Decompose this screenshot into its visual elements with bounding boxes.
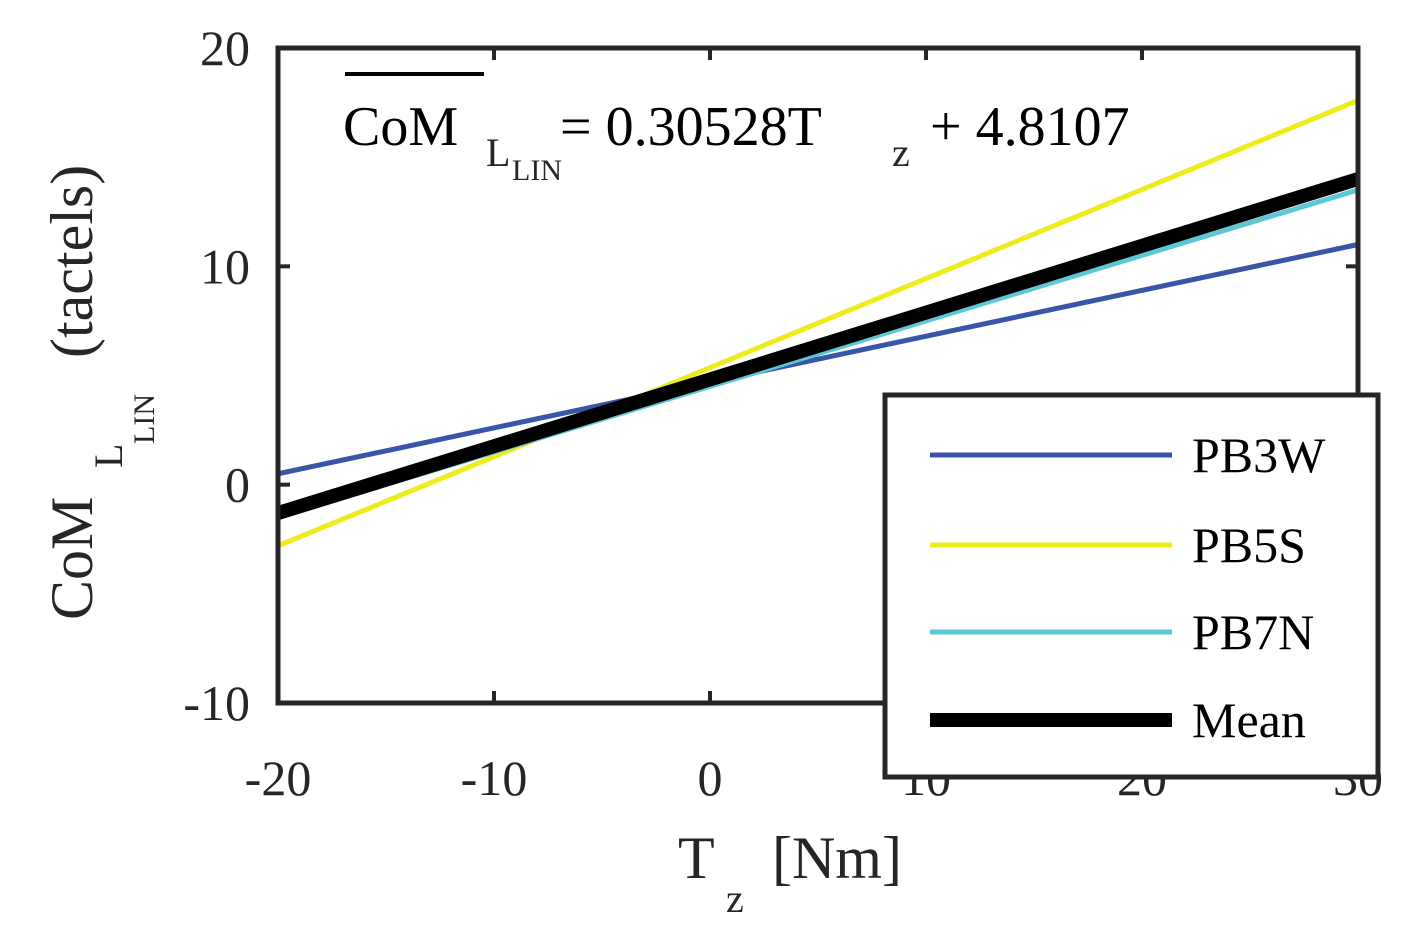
y-axis-label-unit: (tactels) [39,165,105,358]
y-tick-label: -10 [183,675,250,731]
y-axis-label-subsub: LIN [128,394,161,444]
y-tick-labels: -10 0 10 20 [183,20,250,731]
x-axis-label-main: T [678,825,715,891]
equation-lhs-sub: L [486,130,510,175]
y-tick-label: 20 [200,20,250,76]
y-axis-label: CoM L LIN (tactels) [39,165,161,620]
legend: PB3W PB5S PB7N Mean [882,392,1381,780]
series-line-mean [275,172,1361,520]
x-tick-label: 0 [698,750,723,806]
plot-area-frame [275,45,1361,706]
legend-label-pb7n: PB7N [1192,604,1314,660]
y-axis-label-main: CoM [39,497,105,620]
series-layer [275,98,1361,549]
legend-label-pb3w: PB3W [1192,427,1326,483]
legend-label-mean: Mean [1192,692,1306,748]
equation-lhs-subsub: LIN [512,154,562,187]
equation-lhs: CoM [343,96,458,158]
regression-equation: CoM L LIN = 0.30528T z + 4.8107 [343,72,1130,187]
series-line-pb3w [277,242,1359,477]
equation-rhs: = 0.30528T [560,96,822,158]
x-tick-label: -20 [245,750,312,806]
y-tick-label: 0 [225,457,250,513]
equation-tz-sub: z [892,130,910,175]
legend-label-pb5s: PB5S [1192,517,1306,573]
x-tick-label: -10 [461,750,528,806]
y-tick-label: 10 [200,238,250,294]
y-axis-label-sub: L [86,444,131,468]
series-line-pb5s [277,98,1359,549]
x-axis-label: T z [Nm] [678,825,902,921]
x-axis-label-unit: [Nm] [772,825,902,891]
x-axis-label-sub: z [726,876,744,921]
equation-constant: + 4.8107 [930,96,1130,158]
